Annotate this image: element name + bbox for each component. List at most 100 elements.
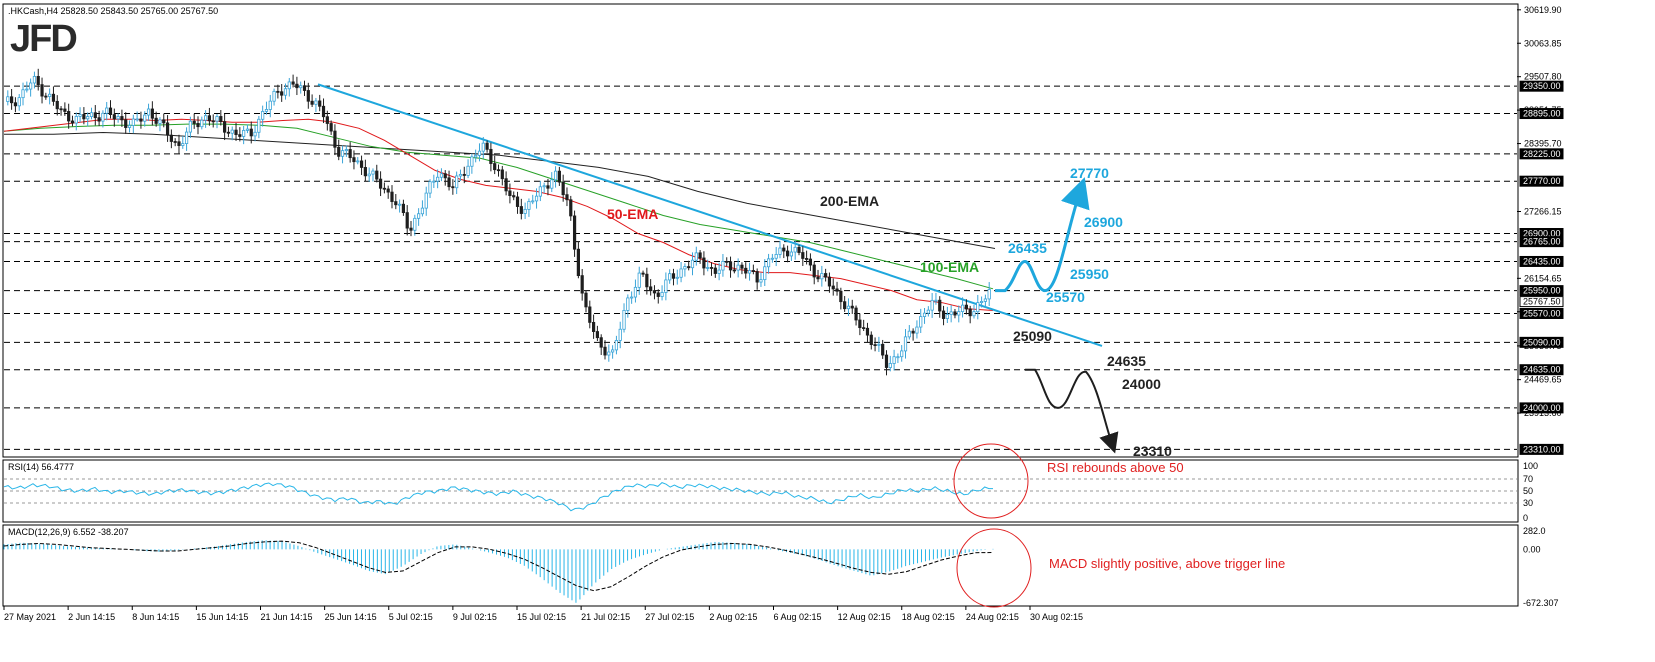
candle-body (561, 181, 565, 196)
candle-body (782, 247, 786, 252)
candle-body (333, 130, 337, 148)
time-tick-label: 5 Jul 02:15 (389, 612, 433, 622)
candle-body (945, 314, 949, 319)
candle-body (291, 81, 295, 85)
candle-body (987, 289, 991, 300)
candle-body (698, 252, 702, 259)
candle-body (390, 191, 394, 203)
rsi-label: RSI(14) 56.4777 (8, 462, 74, 472)
candle-body (675, 276, 679, 279)
rsi-tick-label: 70 (1523, 474, 1533, 484)
candle-body (747, 270, 752, 274)
time-tick-label: 21 Jul 02:15 (581, 612, 630, 622)
downtrend-line (317, 83, 1103, 347)
candle-body (839, 290, 843, 303)
candle-body (690, 259, 695, 269)
macd-highlight-circle (956, 528, 1032, 608)
candle-body (938, 299, 942, 312)
candle-body (717, 269, 721, 274)
candle-body (515, 196, 520, 207)
candle-body (378, 178, 383, 189)
candle-body (736, 264, 740, 271)
candle-body (930, 299, 934, 311)
candle-body (116, 116, 120, 120)
candle-body (112, 114, 116, 120)
candle-body (196, 123, 200, 128)
candle-body (599, 337, 603, 348)
candle-body (272, 90, 276, 102)
candle-body (447, 177, 451, 188)
time-tick-label: 21 Jun 14:15 (261, 612, 313, 622)
candle-body (892, 356, 896, 364)
candle-body (139, 118, 143, 122)
candle-body (523, 208, 527, 214)
candle-body (70, 120, 75, 124)
candle-body (124, 119, 128, 128)
candle-body (531, 200, 535, 203)
candle-body (101, 112, 105, 122)
rsi-tick-label: 30 (1523, 498, 1533, 508)
scenario-arrows (995, 177, 1119, 454)
candle-body (340, 150, 345, 157)
candle-body (713, 267, 717, 274)
time-tick-label: 27 Jul 02:15 (645, 612, 694, 622)
candle-body (204, 115, 208, 121)
price-level-badge (1519, 336, 1564, 348)
candle-body (401, 203, 406, 214)
candle-body (352, 157, 356, 163)
candle-body (614, 340, 619, 351)
candle-body (584, 292, 588, 308)
price-tick-label: 24469.65 (1524, 375, 1562, 385)
candle-body (949, 311, 953, 315)
price-level-label: 25570.00 (1523, 308, 1561, 318)
candle-body (344, 149, 348, 152)
candle-body (177, 141, 181, 146)
price-level-badge (1519, 285, 1564, 297)
time-tick-label: 8 Jun 14:15 (132, 612, 179, 622)
candle-body (120, 116, 124, 121)
price-level-label: 27770.00 (1523, 176, 1561, 186)
candle-body (226, 131, 231, 134)
bull-label-25950: 25950 (1070, 266, 1109, 282)
candle-body (253, 131, 257, 137)
horizontal-levels (4, 85, 1517, 450)
candle-body (436, 176, 440, 182)
candle-body (683, 266, 687, 270)
candle-body (192, 120, 196, 124)
candle-body (709, 267, 714, 269)
candle-body (93, 112, 97, 119)
ema100-label: 100-EMA (920, 259, 979, 275)
time-tick-label: 18 Aug 02:15 (902, 612, 955, 622)
candle-body (778, 247, 782, 255)
candle-body (314, 100, 318, 105)
time-tick-label: 9 Jul 02:15 (453, 612, 497, 622)
candle-body (953, 311, 957, 316)
candle-body (257, 118, 261, 133)
candle-body (394, 201, 398, 206)
candle-body (424, 192, 428, 209)
candle-body (801, 252, 805, 259)
price-axis: 30619.9030063.8529507.8028951.7528395.70… (1517, 5, 1564, 608)
price-tick-label: 26154.65 (1524, 273, 1562, 283)
candle-body (207, 115, 212, 122)
candle-body (405, 212, 409, 229)
symbol-header: .HKCash,H4 25828.50 25843.50 25765.00 25… (8, 6, 218, 16)
candle-body (888, 363, 892, 368)
candle-body (29, 82, 33, 90)
candle-body (439, 173, 444, 178)
candle-body (607, 351, 611, 356)
candle-body (280, 91, 284, 96)
candle-body (637, 272, 641, 288)
candle-body (843, 301, 847, 310)
price-level-label: 26900.00 (1523, 229, 1561, 239)
candle-body (976, 302, 980, 313)
time-tick-label: 12 Aug 02:15 (838, 612, 891, 622)
candle-body (824, 273, 828, 278)
candle-body (397, 203, 402, 206)
macd-tick-label: -672.307 (1523, 598, 1559, 608)
candle-body (687, 266, 691, 269)
candle-body (211, 120, 215, 123)
rsi-tick-label: 50 (1523, 486, 1533, 496)
candle-body (451, 186, 455, 189)
candle-body (534, 195, 539, 202)
